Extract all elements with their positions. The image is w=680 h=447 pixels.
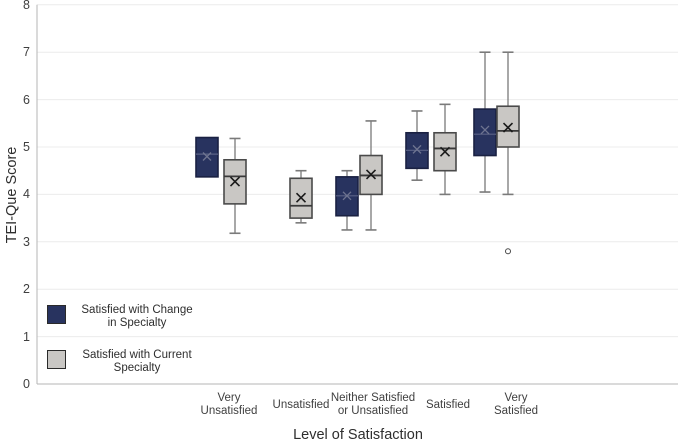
mean-marker (480, 125, 490, 135)
x-category-label-line: Very (217, 392, 241, 404)
mean-marker (365, 169, 377, 180)
y-tick-label: 1 (23, 330, 30, 344)
y-axis-title: TEI-Que Score (4, 146, 20, 244)
x-category-label: Very Unsatisfied (174, 392, 284, 418)
legend-label-current: Satisfied with Current Specialty (72, 349, 202, 375)
x-category-label: Unsatisfied (246, 399, 356, 412)
mean-marker (439, 146, 451, 157)
mean-marker (342, 191, 352, 201)
y-tick-label: 0 (23, 377, 30, 391)
mean-marker (229, 176, 241, 187)
box (473, 108, 497, 157)
y-tick-label: 6 (23, 93, 30, 107)
y-tick-label: 7 (23, 45, 30, 59)
x-category-label-line: Unsatisfied (272, 399, 330, 411)
x-category-label-line: Neither Satisfied (330, 392, 416, 404)
x-axis-title: Level of Satisfaction (293, 427, 423, 443)
legend-swatch-current (47, 350, 66, 369)
x-category-label-line: Very (504, 392, 528, 404)
y-tick-label: 4 (23, 187, 30, 201)
y-tick-label: 2 (23, 282, 30, 296)
x-category-label-line: or Unsatisfied (337, 405, 409, 417)
x-category-label-line: Satisfied (493, 405, 539, 417)
x-category-label-line: Satisfied (425, 399, 471, 411)
legend-label-line: Satisfied with Change (81, 304, 193, 316)
legend-label-line: in Specialty (107, 317, 167, 329)
x-category-label: Very Satisfied (461, 392, 571, 418)
legend-label-line: Satisfied with Current (82, 349, 192, 361)
y-tick-label: 8 (23, 0, 30, 12)
y-tick-label: 5 (23, 140, 30, 154)
legend-label-line: Specialty (113, 362, 161, 374)
x-category-label: Neither Satisfied or Unsatisfied (318, 392, 428, 418)
mean-marker (412, 144, 422, 154)
mean-marker (502, 122, 514, 133)
mean-marker (202, 152, 212, 161)
outlier-point (505, 248, 511, 255)
legend-swatch-change (47, 305, 66, 324)
x-category-label: Satisfied (393, 399, 503, 412)
legend-label-change: Satisfied with Change in Specialty (72, 304, 202, 330)
x-category-label-line: Unsatisfied (200, 405, 258, 417)
mean-marker (295, 192, 307, 203)
y-tick-label: 3 (23, 235, 30, 249)
